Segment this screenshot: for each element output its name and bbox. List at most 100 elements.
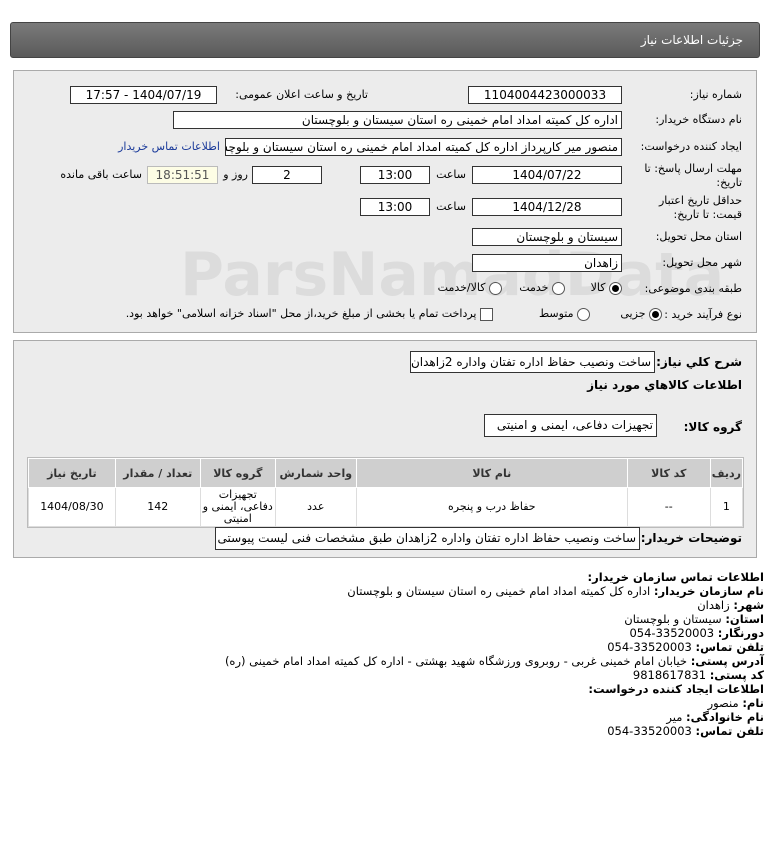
contact-line: شهر: زاهدان	[225, 598, 764, 612]
radio-icon[interactable]	[577, 307, 590, 321]
summary-field: ساخت ونصیب حفاظ اداره تفتان واداره 2زاهد…	[410, 351, 655, 373]
page-title: جزئیات اطلاعات نیاز	[640, 33, 743, 47]
radio-label: کالا/خدمت	[437, 281, 486, 294]
contact-line: کد پستی: 9818617831	[225, 668, 764, 682]
need-number-field[interactable]: 1104004423000033	[468, 86, 622, 104]
remaining-time: 18:51:51	[147, 166, 218, 184]
province-label: استان محل تحویل:	[655, 230, 742, 243]
contact-key: نام:	[742, 696, 764, 710]
col-code: کد کالا	[626, 458, 711, 488]
contact-key: نام خانوادگی:	[686, 710, 764, 724]
contact-value: منصور	[707, 696, 739, 710]
announce-label: تاریخ و ساعت اعلان عمومی:	[235, 88, 368, 101]
validity-time-field[interactable]: 13:00	[360, 198, 430, 216]
contact-value: سیستان و بلوچستان	[624, 612, 722, 626]
buyer-notes-label: توضیحات خریدار:	[640, 531, 742, 545]
province-field[interactable]: سیستان و بلوچستان	[472, 228, 622, 246]
checkbox-icon[interactable]	[480, 307, 493, 321]
validity-label: حداقل تاریخ اعتبار قیمت: تا تاریخ:	[659, 194, 742, 222]
contact-line: تلفن تماس: 33520003-054	[225, 724, 764, 738]
cell-date: 1404/08/30	[28, 487, 116, 527]
cell-unit: عدد	[274, 487, 357, 527]
contact-value: 9818617831	[632, 668, 707, 682]
buyer-contact-link[interactable]: اطلاعات تماس خریدار	[118, 140, 220, 153]
category-goods-radio[interactable]: کالا	[591, 281, 622, 295]
col-unit: واحد شمارش	[274, 458, 357, 488]
table-header-row: ردیف کد کالا نام کالا واحد شمارش گروه کا…	[28, 458, 744, 488]
process-medium-radio[interactable]: متوسط	[539, 307, 590, 321]
buyer-org-label: نام دستگاه خریدار:	[655, 113, 742, 126]
col-group: گروه کالا	[199, 458, 276, 488]
treasury-payment-checkbox[interactable]: پرداخت تمام یا بخشی از مبلغ خرید،از محل …	[126, 307, 493, 321]
days-field: 2	[252, 166, 322, 184]
contact-value: 33520003-054	[607, 724, 692, 738]
city-field[interactable]: زاهدان	[472, 254, 622, 272]
cell-name: حفاظ درب و پنجره	[355, 487, 628, 527]
goods-table: ردیف کد کالا نام کالا واحد شمارش گروه کا…	[27, 457, 744, 528]
buyer-notes-field: ساخت ونصیب حفاظ اداره تفتان واداره 2زاهد…	[215, 527, 640, 550]
payment-note: پرداخت تمام یا بخشی از مبلغ خرید،از محل …	[125, 307, 477, 320]
category-service-radio[interactable]: خدمت	[519, 281, 565, 295]
contact-value: زاهدان	[697, 598, 730, 612]
col-row: ردیف	[709, 458, 744, 488]
buyer-org-field[interactable]: اداره کل کمیته امداد امام خمینی ره استان…	[173, 111, 622, 129]
cell-group: تجهیزات دفاعی، ایمنی و امنیتی	[199, 487, 276, 527]
table-row: 1 -- حفاظ درب و پنجره عدد تجهیزات دفاعی،…	[28, 487, 744, 527]
group-label: گروه کالا:	[683, 420, 742, 434]
radio-label: کالا	[590, 281, 606, 294]
contact-key: نام سازمان خریدار:	[653, 584, 764, 598]
deadline-label-2: تاریخ:	[716, 176, 742, 189]
radio-icon[interactable]	[609, 281, 622, 295]
contact-line: نام سازمان خریدار: اداره کل کمیته امداد …	[225, 584, 764, 598]
deadline-label-1: مهلت ارسال پاسخ: تا	[644, 162, 742, 175]
contact-key: استان:	[725, 612, 764, 626]
process-label: نوع فرآیند خرید :	[664, 308, 742, 321]
radio-icon[interactable]	[489, 281, 502, 295]
cell-row: 1	[709, 487, 744, 527]
contact-line: نام خانوادگی: میر	[225, 710, 764, 724]
contact-key: تلفن تماس:	[695, 724, 764, 738]
contact-title: اطلاعات تماس سازمان خریدار:	[587, 570, 764, 584]
contact-key: تلفن تماس:	[695, 640, 764, 654]
days-label: روز و	[223, 168, 248, 181]
contact-section: اطلاعات تماس سازمان خریدار: نام سازمان خ…	[225, 570, 764, 738]
radio-label: متوسط	[538, 307, 574, 320]
contact-value: اداره کل کمیته امداد امام خمینی ره استان…	[347, 584, 651, 598]
need-number-label: شماره نیاز:	[689, 88, 742, 101]
contact-key: آدرس پستی:	[690, 654, 764, 668]
category-both-radio[interactable]: کالا/خدمت	[438, 281, 502, 295]
creator-field[interactable]: منصور میر کارپرداز اداره کل کمیته امداد …	[225, 138, 622, 156]
validity-date-field[interactable]: 1404/12/28	[472, 198, 622, 216]
goods-title: اطلاعات کالاهاي مورد نياز	[587, 378, 742, 392]
contact-line: نام: منصور	[225, 696, 764, 710]
announce-field[interactable]: 1404/07/19 - 17:57	[70, 86, 217, 104]
radio-icon[interactable]	[552, 281, 565, 295]
col-date: تاریخ نیاز	[28, 458, 116, 488]
contact-value: میر	[666, 710, 683, 724]
contact-line: تلفن تماس: 33520003-054	[225, 640, 764, 654]
contact-line: دورنگار: 33520003-054	[225, 626, 764, 640]
contact-line: استان: سیستان و بلوچستان	[225, 612, 764, 626]
deadline-time-field[interactable]: 13:00	[360, 166, 430, 184]
creator-info-title: اطلاعات ایجاد کننده درخواست:	[588, 682, 764, 696]
col-name: نام کالا	[355, 458, 628, 488]
validity-time-label: ساعت	[436, 200, 466, 213]
process-partial-radio[interactable]: جزیی	[620, 307, 662, 321]
contact-key: شهر:	[733, 598, 764, 612]
radio-icon[interactable]	[649, 307, 662, 321]
contact-key: کد پستی:	[709, 668, 764, 682]
radio-label: جزیی	[620, 307, 646, 320]
validity-label-1: حداقل تاریخ اعتبار	[658, 194, 742, 207]
category-label: طبقه بندی موضوعی:	[644, 282, 742, 295]
city-label: شهر محل تحویل:	[662, 256, 742, 269]
cell-code: --	[626, 487, 711, 527]
contact-key: دورنگار:	[717, 626, 764, 640]
radio-label: خدمت	[519, 281, 549, 294]
cell-qty: 142	[114, 487, 201, 527]
col-qty: تعداد / مقدار	[114, 458, 201, 488]
deadline-date-field[interactable]: 1404/07/22	[472, 166, 622, 184]
page-header: جزئیات اطلاعات نیاز	[10, 22, 760, 58]
group-field: تجهیزات دفاعی، ایمنی و امنیتی	[484, 414, 657, 437]
validity-label-2: قیمت: تا تاریخ:	[673, 208, 742, 221]
contact-value: خیابان امام خمینی غربی - روبروی ورزشگاه …	[224, 654, 688, 668]
